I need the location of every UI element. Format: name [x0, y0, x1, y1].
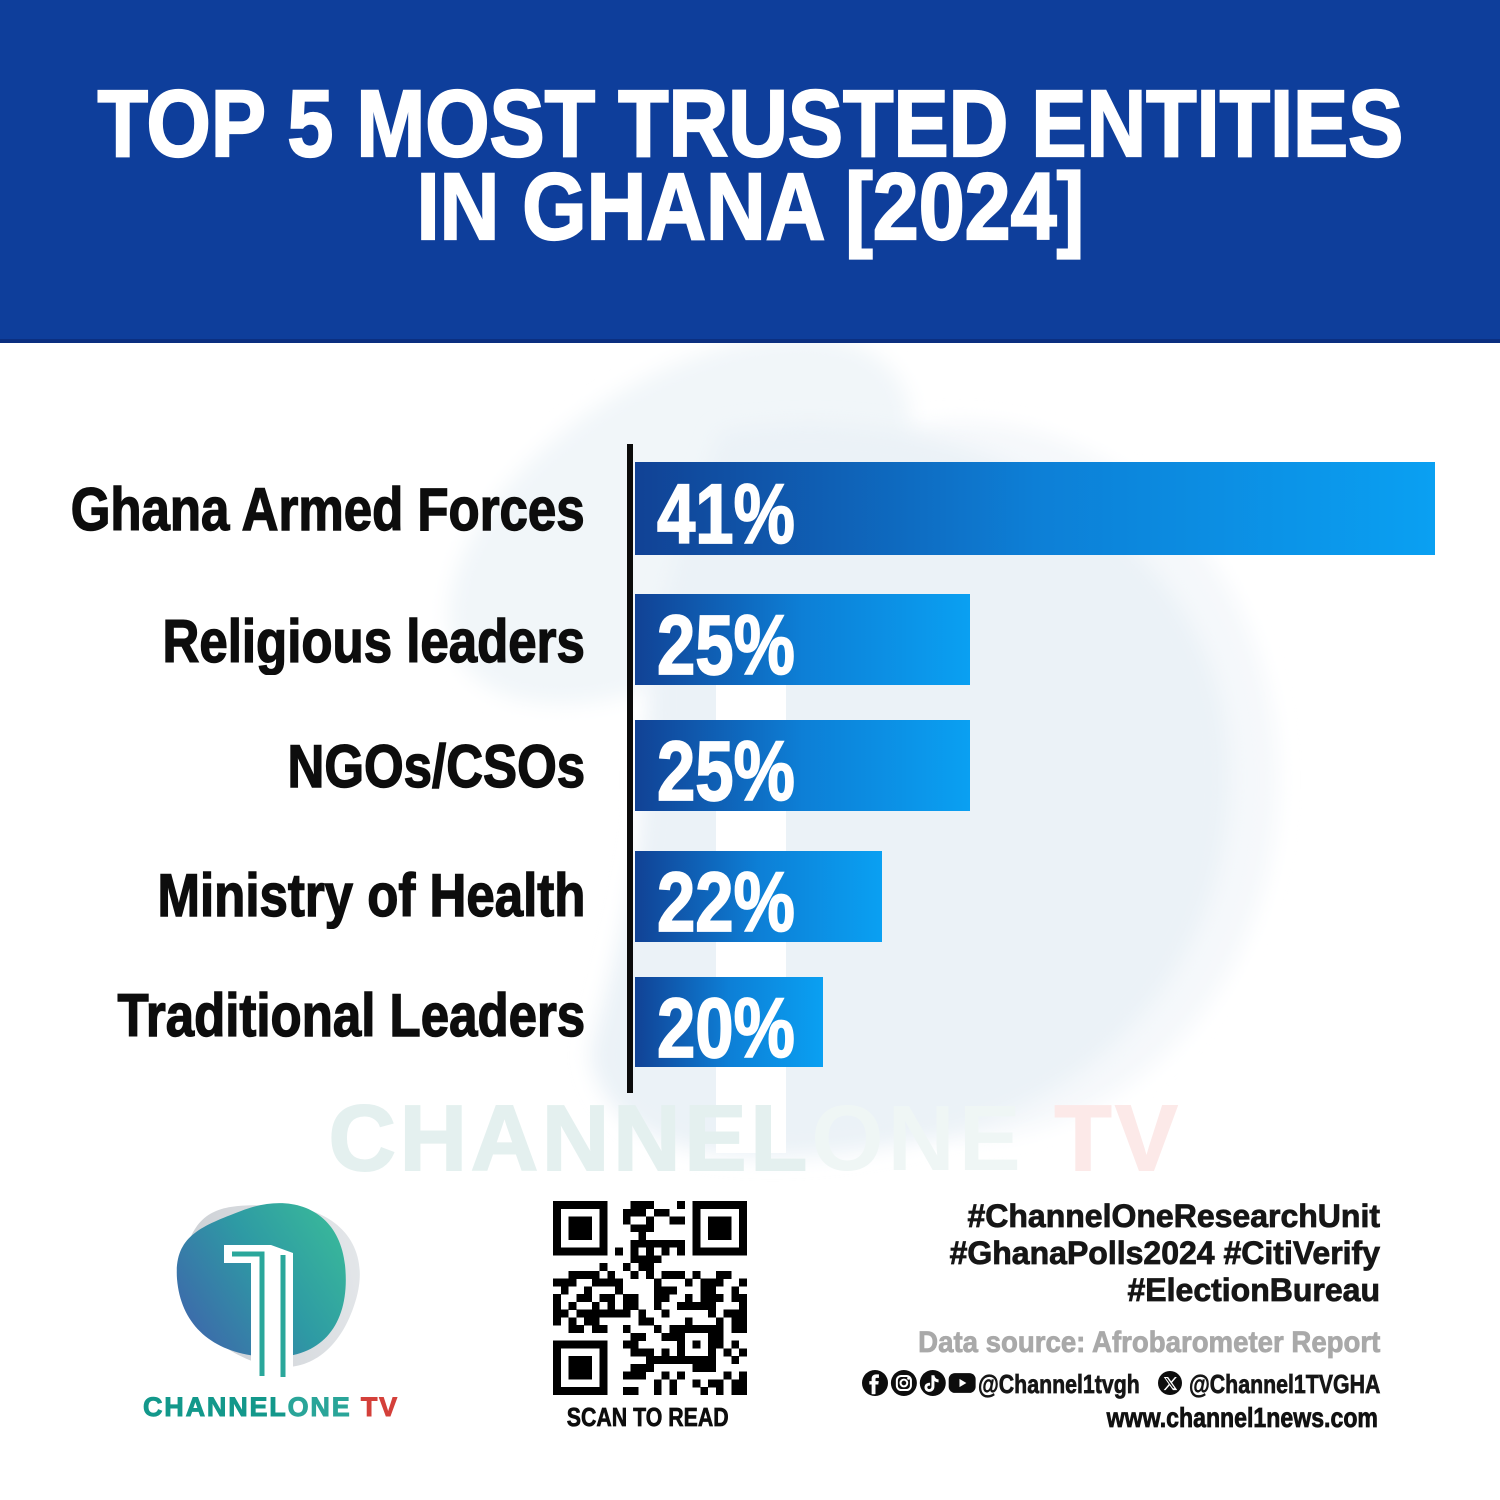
svg-text:CHANNELONE TV: CHANNELONE TV — [143, 1392, 399, 1422]
